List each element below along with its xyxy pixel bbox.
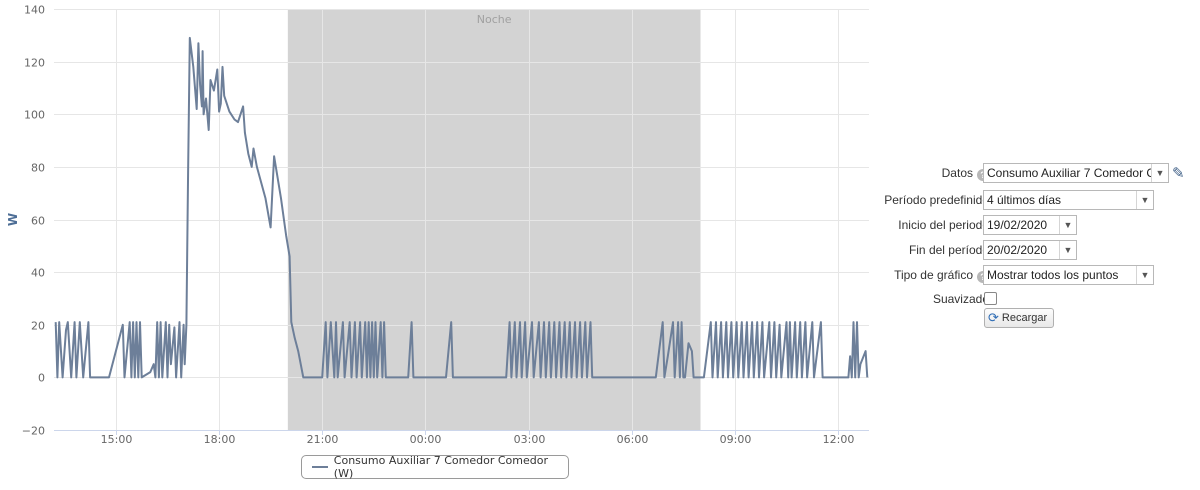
chart-legend[interactable]: Consumo Auxiliar 7 Comedor Comedor (W): [301, 454, 569, 480]
x-tick-label: 09:00: [720, 433, 752, 446]
tipo-value: Mostrar todos los puntos: [987, 268, 1119, 282]
datos-value: Consumo Auxiliar 7 Comedor Comedor: [987, 166, 1151, 180]
y-tick-label: 20: [31, 320, 45, 333]
y-tick-label: 80: [31, 162, 45, 175]
suavizado-label: Suavizado: [932, 292, 989, 306]
tipo-row: Tipo de gráfico? Mostrar todos los punto…: [860, 265, 1195, 285]
x-tick-label: 18:00: [204, 433, 236, 446]
y-axis-title: W: [6, 213, 20, 226]
y-tick-label: 100: [24, 109, 45, 122]
recargar-button[interactable]: ⟳ Recargar: [984, 308, 1055, 328]
pencil-icon[interactable]: ✎: [1172, 165, 1185, 182]
x-tick-label: 21:00: [307, 433, 339, 446]
fin-label: Fin del período: [908, 243, 989, 257]
tipo-select[interactable]: Mostrar todos los puntos ▼: [983, 265, 1154, 285]
periodo-select[interactable]: 4 últimos días ▼: [983, 190, 1154, 210]
inicio-date-input[interactable]: 19/02/2020 ▼: [983, 215, 1077, 235]
suavizado-row: Suavizado: [860, 289, 1195, 309]
legend-label: Consumo Auxiliar 7 Comedor Comedor (W): [333, 454, 549, 480]
recargar-label: Recargar: [1001, 312, 1048, 324]
inicio-label: Inicio del periodo: [898, 218, 989, 232]
chevron-down-icon[interactable]: ▼: [1151, 164, 1168, 182]
periodo-label: Período predefinido: [884, 193, 989, 207]
chevron-down-icon[interactable]: ▼: [1136, 266, 1153, 284]
x-tick-label: 15:00: [101, 433, 133, 446]
fin-date-input[interactable]: 20/02/2020 ▼: [983, 240, 1077, 260]
periodo-row: Período predefinido 4 últimos días ▼: [860, 190, 1195, 210]
y-tick-label: 0: [38, 372, 45, 385]
datos-label: Datos: [941, 166, 973, 180]
y-tick-label: 60: [31, 215, 45, 228]
x-tick-label: 00:00: [410, 433, 442, 446]
x-tick-label: 03:00: [514, 433, 546, 446]
datos-select[interactable]: Consumo Auxiliar 7 Comedor Comedor ▼: [983, 163, 1169, 183]
periodo-value: 4 últimos días: [987, 193, 1062, 207]
legend-swatch: [312, 466, 328, 468]
series-line: [54, 36, 869, 379]
chevron-down-icon[interactable]: ▼: [1059, 216, 1076, 234]
line-chart: Noche −20 0 20 40 60 80 100 120 140 15:00 18:00 21:0…: [6, 4, 869, 446]
chevron-down-icon[interactable]: ▼: [1059, 241, 1076, 259]
chevron-down-icon[interactable]: ▼: [1136, 191, 1153, 209]
y-tick-label: 140: [24, 4, 45, 17]
y-tick-label: 40: [31, 267, 45, 280]
inicio-value: 19/02/2020: [987, 218, 1048, 232]
fin-value: 20/02/2020: [987, 243, 1048, 257]
x-tick-label: 06:00: [617, 433, 649, 446]
inicio-row: Inicio del periodo 19/02/2020 ▼: [860, 215, 1195, 235]
y-tick-label: −20: [22, 425, 45, 438]
night-band: [287, 9, 701, 430]
recargar-row: ⟳ Recargar: [860, 308, 1195, 328]
y-tick-label: 120: [24, 57, 45, 70]
band-label: Noche: [477, 13, 512, 26]
refresh-icon: ⟳: [988, 310, 999, 325]
x-tick-label: 12:00: [823, 433, 855, 446]
datos-row: Datos? Consumo Auxiliar 7 Comedor Comedo…: [860, 163, 1195, 183]
tipo-label: Tipo de gráfico: [894, 268, 973, 282]
suavizado-checkbox[interactable]: [984, 292, 997, 305]
fin-row: Fin del período 20/02/2020 ▼: [860, 240, 1195, 260]
